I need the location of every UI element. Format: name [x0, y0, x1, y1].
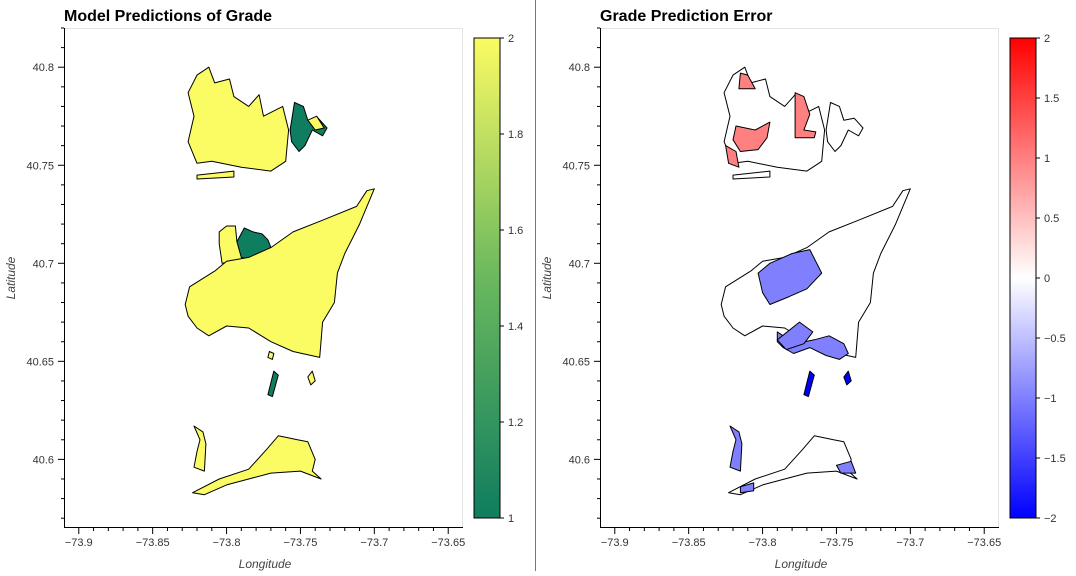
- colorbar-tick-label: 1.4: [508, 321, 523, 333]
- map-region[interactable]: [192, 435, 322, 496]
- colorbar-tick-label: 2: [508, 33, 514, 45]
- left-x-axis-label: Longitude: [239, 557, 292, 571]
- y-tick-label: 40.7: [569, 258, 590, 270]
- map-region[interactable]: [794, 92, 817, 139]
- y-tick-label: 40.75: [26, 160, 54, 172]
- right-x-ticks: −73.9 −73.85 −73.8 −73.75 −73.7 −73.65: [601, 528, 1001, 549]
- map-region[interactable]: [187, 66, 290, 172]
- map-region[interactable]: [307, 370, 316, 386]
- map-region[interactable]: [732, 121, 771, 152]
- colorbar-tick-label: 1.5: [1044, 93, 1059, 105]
- colorbar-tick-label: −1: [1044, 393, 1057, 405]
- y-tick-label: 40.8: [569, 62, 590, 74]
- right-y-axis-label: Latitude: [540, 256, 554, 299]
- colorbar-tick-label: −1.5: [1044, 453, 1066, 465]
- colorbar-tick-label: 0: [1044, 273, 1050, 285]
- left-panel: Model Predictions of Grade −73.9 −73.85 −7…: [4, 8, 523, 571]
- colorbar-scale: [1009, 37, 1037, 519]
- right-y-ticks: 40.6 40.65 40.7 40.75 40.8: [562, 27, 600, 519]
- right-map-regions: [720, 66, 911, 496]
- map-region[interactable]: [193, 425, 207, 472]
- x-tick-label: −73.75: [819, 537, 853, 549]
- left-colorbar: 1 1.2 1.4 1.6 1.8 2: [473, 33, 523, 525]
- left-x-ticks: −73.9 −73.85 −73.8 −73.75 −73.7 −73.65: [65, 528, 465, 549]
- colorbar-tick-label: 1: [1044, 153, 1050, 165]
- map-region[interactable]: [803, 370, 815, 398]
- colorbar-tick-label: 0.5: [1044, 213, 1059, 225]
- colorbar-tick-label: 2: [1044, 33, 1050, 45]
- left-y-axis-label: Latitude: [4, 256, 18, 299]
- map-region[interactable]: [776, 331, 849, 360]
- right-x-axis-label: Longitude: [775, 557, 828, 571]
- map-region[interactable]: [732, 170, 771, 180]
- left-chart-title: Model Predictions of Grade: [64, 8, 272, 25]
- x-tick-label: −73.8: [213, 537, 241, 549]
- colorbar-tick-label: 1.2: [508, 417, 523, 429]
- map-region[interactable]: [307, 115, 325, 131]
- map-region[interactable]: [825, 102, 864, 152]
- colorbar-tick-label: 1.6: [508, 225, 523, 237]
- right-chart-title: Grade Prediction Error: [600, 8, 773, 25]
- x-tick-label: −73.85: [672, 537, 706, 549]
- map-region[interactable]: [267, 370, 279, 398]
- map-region[interactable]: [184, 188, 375, 358]
- x-tick-label: −73.7: [896, 537, 924, 549]
- map-region[interactable]: [757, 249, 823, 305]
- map-region[interactable]: [289, 102, 328, 152]
- y-tick-label: 40.7: [33, 258, 54, 270]
- x-tick-label: −73.7: [360, 537, 388, 549]
- map-region[interactable]: [843, 370, 852, 386]
- right-panel: Grade Prediction Error −73.9 −73.85 −73.8−…: [540, 8, 1066, 571]
- x-tick-label: −73.75: [283, 537, 317, 549]
- map-region[interactable]: [729, 425, 743, 472]
- right-colorbar: −2 −1.5 −1 −0.5 0 0.5 1 1.5 2: [1009, 33, 1066, 525]
- left-y-ticks: 40.6 40.65 40.7 40.75 40.8: [26, 27, 64, 519]
- y-tick-label: 40.65: [562, 356, 590, 368]
- x-tick-label: −73.8: [749, 537, 777, 549]
- map-region[interactable]: [196, 170, 235, 180]
- x-tick-label: −73.65: [431, 537, 465, 549]
- colorbar-tick-label: −0.5: [1044, 333, 1066, 345]
- map-region[interactable]: [739, 482, 755, 494]
- map-region[interactable]: [267, 351, 275, 360]
- x-tick-label: −73.9: [65, 537, 93, 549]
- y-tick-label: 40.6: [33, 454, 54, 466]
- x-tick-label: −73.65: [967, 537, 1001, 549]
- map-region[interactable]: [835, 460, 857, 474]
- y-tick-label: 40.65: [26, 356, 54, 368]
- colorbar-tick-label: −2: [1044, 513, 1057, 525]
- x-tick-label: −73.9: [601, 537, 629, 549]
- colorbar-tick-label: 1.8: [508, 129, 523, 141]
- y-tick-label: 40.8: [33, 62, 54, 74]
- map-region[interactable]: [738, 72, 756, 90]
- map-region[interactable]: [776, 321, 814, 351]
- left-map-regions: [184, 66, 375, 496]
- colorbar-scale: [473, 37, 501, 519]
- y-tick-label: 40.6: [569, 454, 590, 466]
- map-region[interactable]: [725, 145, 740, 168]
- x-tick-label: −73.85: [136, 537, 170, 549]
- colorbar-tick-label: 1: [508, 513, 514, 525]
- y-tick-label: 40.75: [562, 160, 590, 172]
